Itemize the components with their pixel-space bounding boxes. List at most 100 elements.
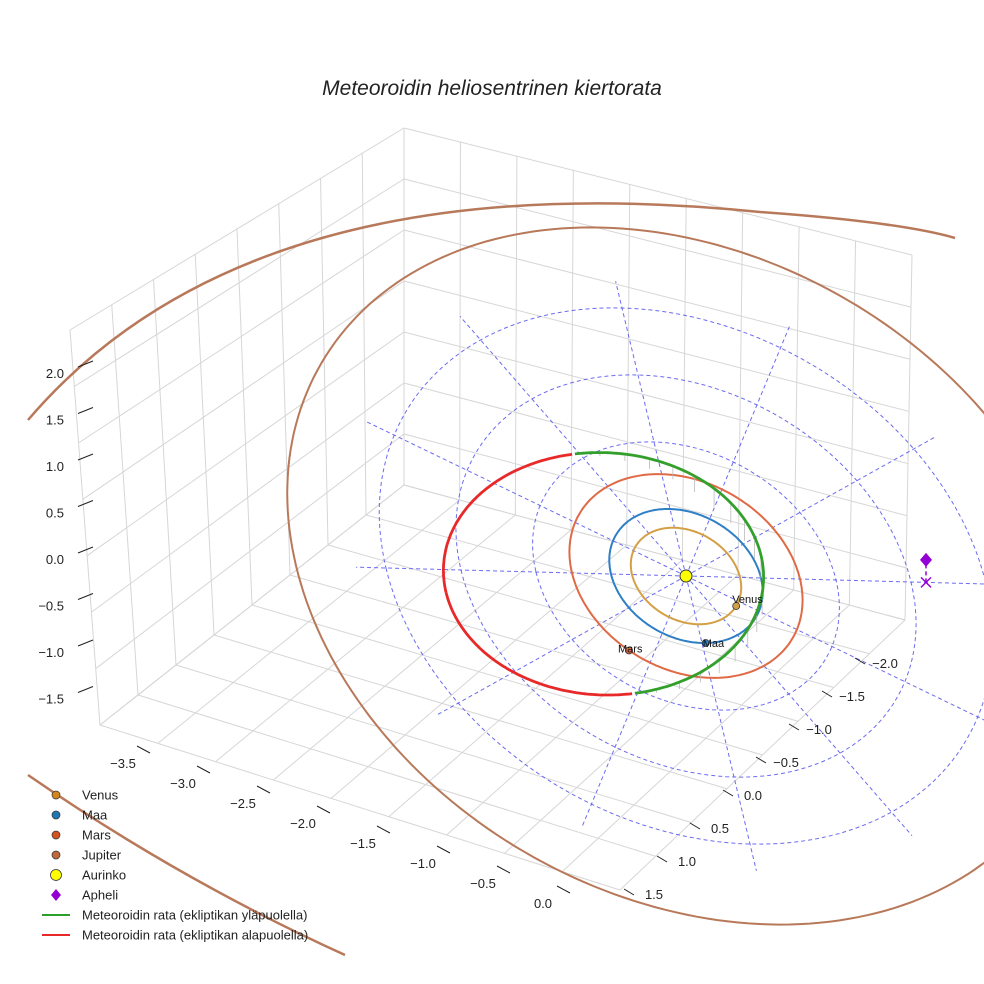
legend-label: Venus — [82, 788, 119, 803]
x-tick-mark — [196, 765, 211, 774]
grid-line — [403, 433, 907, 569]
grid-line — [320, 178, 329, 546]
grid-line — [793, 226, 800, 591]
grid-line — [626, 184, 631, 546]
grid-line — [446, 574, 739, 836]
grid-line — [194, 254, 215, 636]
ecliptic-grid-spoke — [459, 315, 687, 577]
grid-line — [619, 619, 906, 891]
grid-line — [215, 514, 516, 763]
z-tick-label: −1.5 — [38, 692, 64, 707]
x-tick-label: −3.5 — [110, 756, 136, 771]
y-tick-label: −2.0 — [872, 656, 898, 671]
x-tick-label: −2.0 — [290, 816, 316, 831]
z-tick-mark — [77, 407, 94, 414]
z-tick-label: 1.0 — [46, 459, 64, 474]
legend-marker — [50, 869, 62, 881]
y-tick-mark — [656, 855, 668, 863]
legend-marker — [51, 790, 61, 800]
y-tick-mark — [755, 756, 767, 764]
grid-line — [403, 382, 908, 517]
orbit-jupiter-arc — [27, 202, 956, 421]
legend-label: Meteoroidin rata (ekliptikan alapuolella… — [82, 928, 308, 943]
grid-line — [74, 178, 405, 387]
grid-line — [361, 153, 367, 516]
grid-line — [388, 559, 683, 818]
grid-line — [175, 664, 692, 823]
z-tick-mark — [77, 546, 94, 554]
grid-line — [157, 499, 460, 744]
meteoroid-orbit — [442, 451, 765, 697]
grid-line — [904, 254, 913, 621]
x-tick-label: 0.0 — [534, 896, 552, 911]
grid-line — [99, 724, 621, 891]
ecliptic-grid-spoke — [435, 575, 687, 717]
ecliptic-grid-spoke — [685, 575, 984, 721]
grid-line — [86, 331, 405, 557]
grid-line — [95, 433, 405, 669]
planet-maa — [701, 639, 710, 647]
x-tick-mark — [376, 825, 391, 834]
x-tick-mark — [316, 805, 331, 814]
z-tick-label: 1.5 — [46, 413, 64, 428]
legend-label: Apheli — [82, 888, 118, 903]
z-tick-mark — [77, 686, 94, 693]
x-tick-mark — [256, 785, 271, 794]
grid-line — [459, 142, 461, 501]
grid-line — [848, 240, 857, 606]
grid-line — [403, 178, 912, 308]
y-tick-mark — [689, 822, 701, 830]
ecliptic-grid-spoke — [685, 575, 913, 837]
meteoroid-orbit-below — [444, 591, 633, 697]
z-tick-label: −1.0 — [38, 645, 64, 660]
y-tick-mark — [722, 789, 734, 797]
x-tick-label: −3.0 — [170, 776, 196, 791]
z-tick-label: 2.0 — [46, 366, 64, 381]
grid-line — [69, 127, 405, 331]
grid-line — [273, 529, 572, 781]
legend: Venus Maa Mars Jupiter Aurinko Apheli Meteoroi… — [42, 788, 308, 943]
grid-line — [330, 544, 627, 799]
grid-line — [213, 634, 728, 790]
planet-label-venus: Venus — [732, 594, 763, 606]
z-tick-mark — [77, 593, 94, 600]
ecliptic-grid — [355, 281, 984, 871]
y-tick-mark — [788, 723, 800, 731]
legend-marker — [51, 830, 61, 840]
legend-label: Jupiter — [82, 848, 122, 863]
z-tick-label: 0.5 — [46, 506, 64, 521]
y-tick-mark — [623, 888, 635, 896]
grid-line — [137, 694, 656, 857]
y-tick-label: −0.5 — [773, 755, 799, 770]
ecliptic-grid-spoke — [685, 575, 984, 585]
x-tick-mark — [496, 865, 511, 874]
orbit-mars — [568, 473, 804, 679]
grid-line — [570, 170, 574, 531]
grid-line — [403, 280, 910, 412]
x-tick-label: −1.0 — [410, 856, 436, 871]
meteoroid-orbit-below — [442, 452, 573, 593]
orbit-venus — [629, 526, 743, 626]
aphelion-projection-marker — [920, 576, 932, 588]
orbit-jupiter-arc — [27, 773, 346, 957]
legend-label: Mars — [82, 828, 111, 843]
planet-venus — [732, 602, 741, 610]
grid-line — [236, 228, 253, 606]
planet-label-maa: Maa — [703, 638, 725, 650]
chart-title: Meteoroidin heliosentrinen kiertorata — [322, 77, 662, 100]
z-tick-label: 0.0 — [46, 552, 64, 567]
x-tick-label: −2.5 — [230, 796, 256, 811]
grid-line — [251, 604, 763, 756]
x-tick-label: −0.5 — [470, 876, 496, 891]
y-tick-label: −1.0 — [806, 722, 832, 737]
z-tick-mark — [77, 453, 94, 461]
axis-ticks: 2.0 1.5 1.0 0.5 0.0 −0.5 −1.0 −1.5 −3.5 −3.0 −2.5 −… — [38, 360, 898, 911]
grid-line — [153, 279, 177, 666]
planet-label-mars: Mars — [618, 644, 643, 656]
aphelion-marker — [920, 552, 932, 567]
orbit-jupiter — [286, 226, 984, 926]
grid-line — [78, 229, 405, 444]
legend-marker — [51, 850, 61, 860]
grid-line — [403, 484, 906, 621]
